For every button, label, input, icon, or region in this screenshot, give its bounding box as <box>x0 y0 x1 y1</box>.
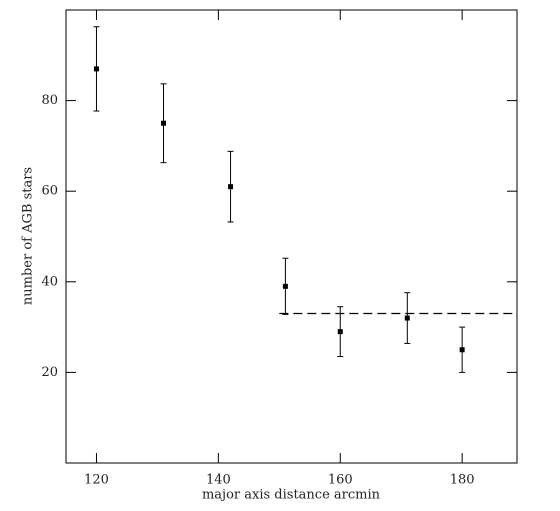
point <box>228 184 234 190</box>
y-axis-label: number of AGB stars <box>21 167 36 305</box>
y-tick-label: 80 <box>41 93 58 108</box>
y-tick-label: 40 <box>41 274 58 289</box>
x-tick-label: 120 <box>84 473 109 488</box>
y-tick-label: 60 <box>41 184 58 199</box>
point <box>93 66 99 72</box>
x-tick-label: 160 <box>328 473 353 488</box>
y-tick-label: 20 <box>41 365 58 380</box>
point <box>282 283 288 289</box>
x-tick-label: 140 <box>206 473 231 488</box>
x-axis-label: major axis distance arcmin <box>202 488 381 503</box>
point <box>161 120 167 126</box>
x-tick-label: 180 <box>450 473 475 488</box>
point <box>337 329 343 335</box>
point <box>404 315 410 321</box>
point <box>459 347 465 353</box>
plot-frame <box>65 9 518 464</box>
